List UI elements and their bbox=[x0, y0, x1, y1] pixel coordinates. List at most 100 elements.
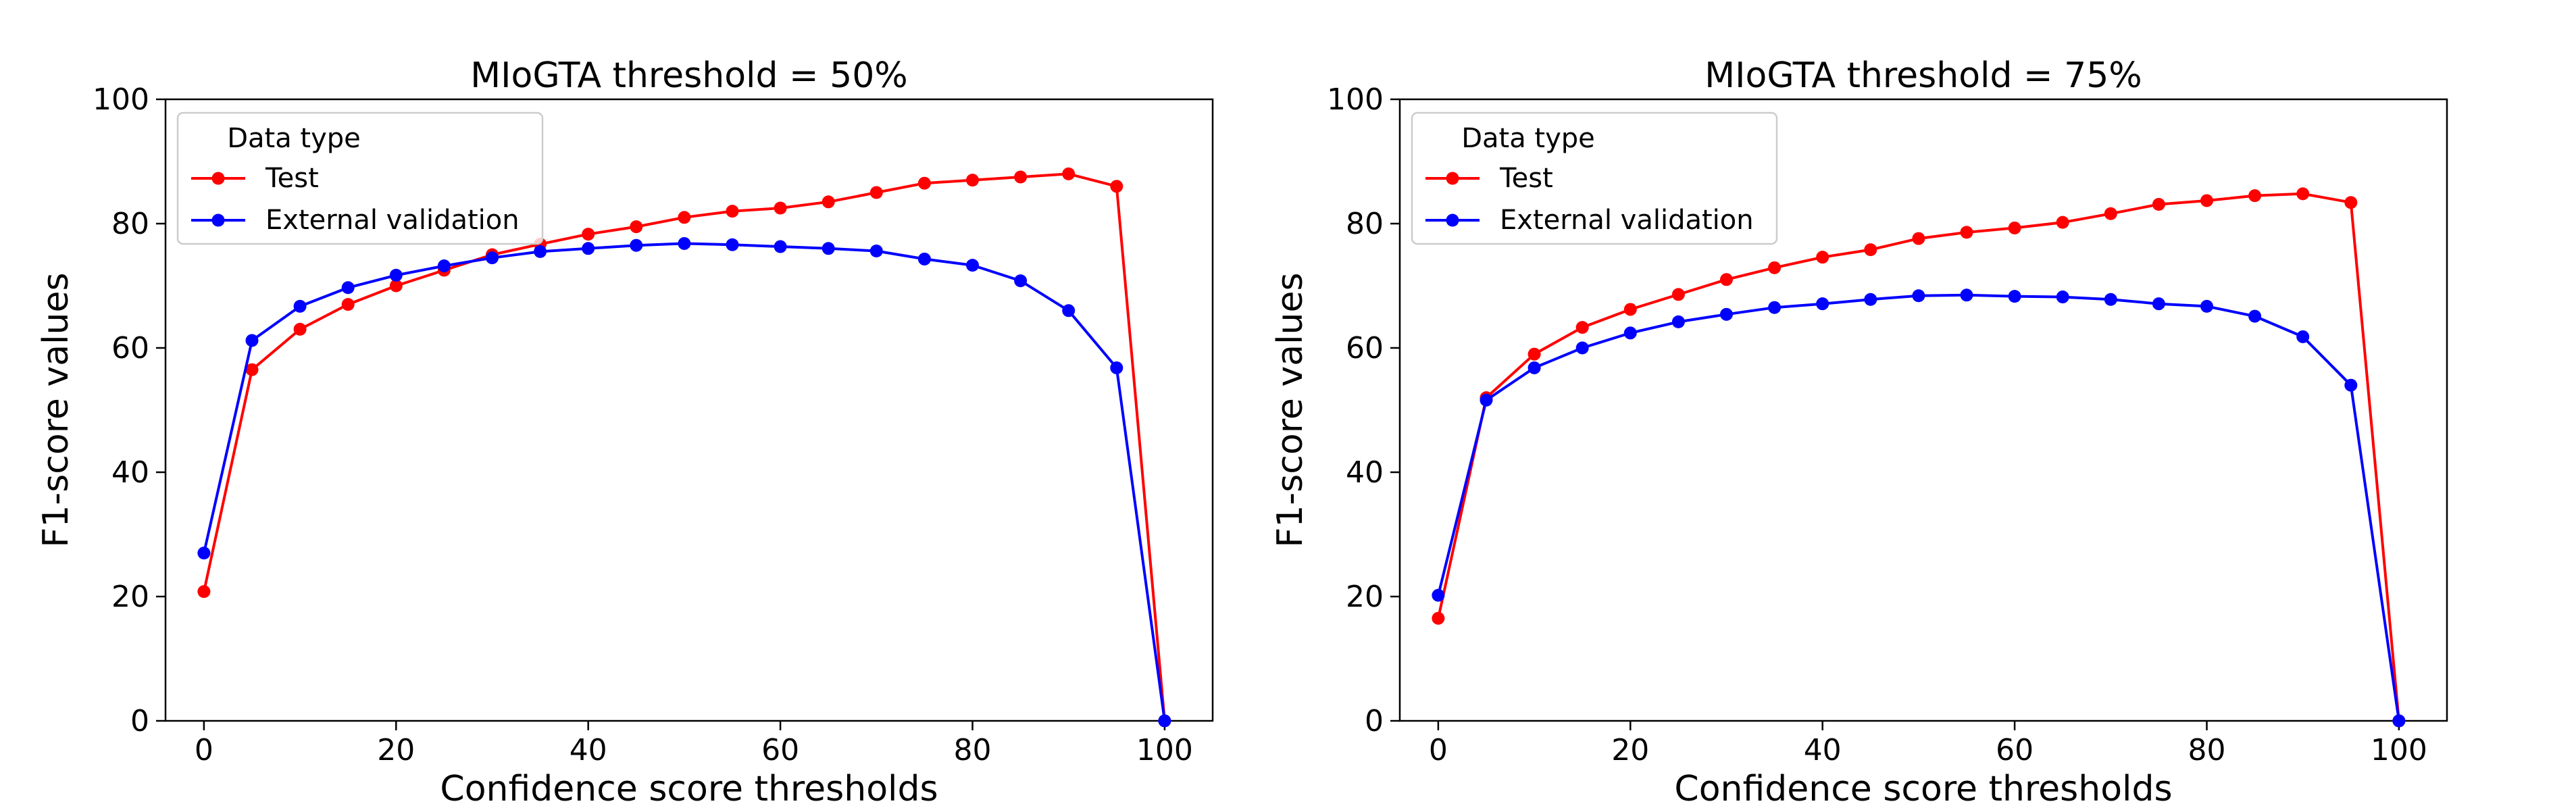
data-point bbox=[2008, 290, 2021, 303]
data-point bbox=[293, 299, 307, 313]
data-point bbox=[1864, 243, 1877, 257]
x-tick-label: 20 bbox=[377, 733, 415, 767]
series-line bbox=[1436, 293, 2400, 722]
legend-swatch-marker bbox=[1446, 213, 1459, 227]
data-point bbox=[2200, 194, 2213, 207]
y-tick-label: 20 bbox=[111, 580, 149, 614]
data-point bbox=[2008, 221, 2021, 234]
y-axis-label: F1-score values bbox=[36, 272, 76, 547]
legend-title: Data type bbox=[1461, 123, 1595, 154]
data-point bbox=[1527, 347, 1541, 361]
legend: Data type Test External validation bbox=[1411, 111, 1778, 245]
x-axis-label: Confidence score thresholds bbox=[440, 769, 938, 808]
x-tick-label: 40 bbox=[570, 733, 607, 767]
data-point bbox=[2056, 291, 2069, 304]
data-point bbox=[1432, 588, 1445, 602]
data-point bbox=[2248, 309, 2262, 323]
data-point bbox=[1575, 341, 1589, 355]
chart-title: MIoGTA threshold = 50% bbox=[470, 55, 907, 96]
plot-frame bbox=[164, 98, 1214, 722]
data-point bbox=[1623, 326, 1637, 340]
series-external-validation bbox=[197, 236, 1171, 728]
legend-box bbox=[1411, 111, 1778, 245]
data-point bbox=[917, 252, 931, 266]
data-point bbox=[774, 240, 787, 253]
data-point bbox=[582, 242, 595, 255]
data-point bbox=[1864, 293, 1877, 306]
data-point bbox=[917, 176, 931, 190]
data-point bbox=[1912, 289, 1925, 303]
data-point bbox=[1527, 361, 1541, 374]
data-point bbox=[197, 547, 211, 560]
data-point bbox=[2344, 378, 2358, 392]
series-line bbox=[202, 172, 1166, 722]
data-point bbox=[389, 268, 403, 282]
data-point bbox=[630, 238, 643, 252]
data-point bbox=[2152, 197, 2165, 211]
x-tick-label: 0 bbox=[1429, 733, 1448, 767]
data-point bbox=[1960, 288, 1973, 302]
series-external-validation bbox=[1432, 288, 2406, 728]
data-point bbox=[485, 251, 499, 265]
data-point bbox=[1575, 321, 1589, 334]
x-tick-label: 100 bbox=[2371, 733, 2427, 767]
data-point bbox=[1062, 304, 1076, 318]
data-point bbox=[437, 259, 451, 273]
x-tick-label: 60 bbox=[761, 733, 799, 767]
y-tick-label: 20 bbox=[1346, 580, 1384, 614]
data-point bbox=[245, 334, 259, 347]
data-point bbox=[678, 211, 691, 224]
data-point bbox=[1480, 393, 1493, 407]
data-point bbox=[2296, 330, 2310, 343]
legend-label: External validation bbox=[1500, 205, 1754, 236]
data-point bbox=[341, 281, 355, 295]
data-point bbox=[197, 585, 211, 599]
series-test bbox=[197, 167, 1171, 728]
data-point bbox=[1110, 361, 1123, 374]
data-point bbox=[1719, 307, 1733, 321]
data-point bbox=[1623, 303, 1637, 316]
data-point bbox=[822, 195, 835, 209]
x-tick-label: 80 bbox=[2188, 733, 2225, 767]
y-tick-label: 0 bbox=[1365, 704, 1384, 738]
data-point bbox=[1158, 714, 1171, 728]
data-point bbox=[2392, 714, 2406, 728]
y-tick-label: 100 bbox=[1327, 82, 1384, 117]
data-point bbox=[341, 298, 355, 311]
data-point bbox=[1671, 288, 1685, 301]
data-point bbox=[822, 242, 835, 255]
data-point bbox=[534, 245, 547, 258]
data-point bbox=[245, 363, 259, 376]
legend-title: Data type bbox=[227, 123, 361, 154]
y-tick-label: 100 bbox=[93, 82, 149, 117]
legend-box bbox=[176, 111, 544, 245]
data-point bbox=[293, 322, 307, 336]
x-tick-label: 60 bbox=[1996, 733, 2034, 767]
data-point bbox=[1960, 226, 1973, 239]
legend-label: Test bbox=[265, 163, 319, 194]
data-point bbox=[1816, 251, 1829, 264]
data-point bbox=[2152, 297, 2165, 311]
data-point bbox=[678, 236, 691, 250]
y-tick-label: 80 bbox=[111, 207, 149, 241]
data-point bbox=[2296, 187, 2310, 201]
y-tick-label: 0 bbox=[130, 704, 149, 738]
data-point bbox=[726, 205, 739, 218]
x-tick-label: 0 bbox=[195, 733, 213, 767]
x-axis-label: Confidence score thresholds bbox=[1674, 769, 2172, 808]
data-point bbox=[774, 201, 787, 215]
data-point bbox=[1768, 301, 1782, 314]
data-point bbox=[2200, 299, 2213, 313]
legend-label: External validation bbox=[266, 205, 520, 236]
chart-panel-2: MIoGTA threshold = 75% 0 20 40 60 80 100 0 20 40 6… bbox=[1270, 55, 2448, 808]
data-point bbox=[1014, 170, 1028, 184]
series-line bbox=[202, 242, 1166, 722]
data-point bbox=[1816, 297, 1829, 311]
data-point bbox=[1062, 167, 1076, 180]
data-point bbox=[1912, 232, 1925, 245]
x-tick-label: 20 bbox=[1611, 733, 1649, 767]
y-tick-label: 40 bbox=[1346, 455, 1384, 490]
data-point bbox=[1719, 273, 1733, 286]
legend-label: Test bbox=[1499, 163, 1553, 194]
